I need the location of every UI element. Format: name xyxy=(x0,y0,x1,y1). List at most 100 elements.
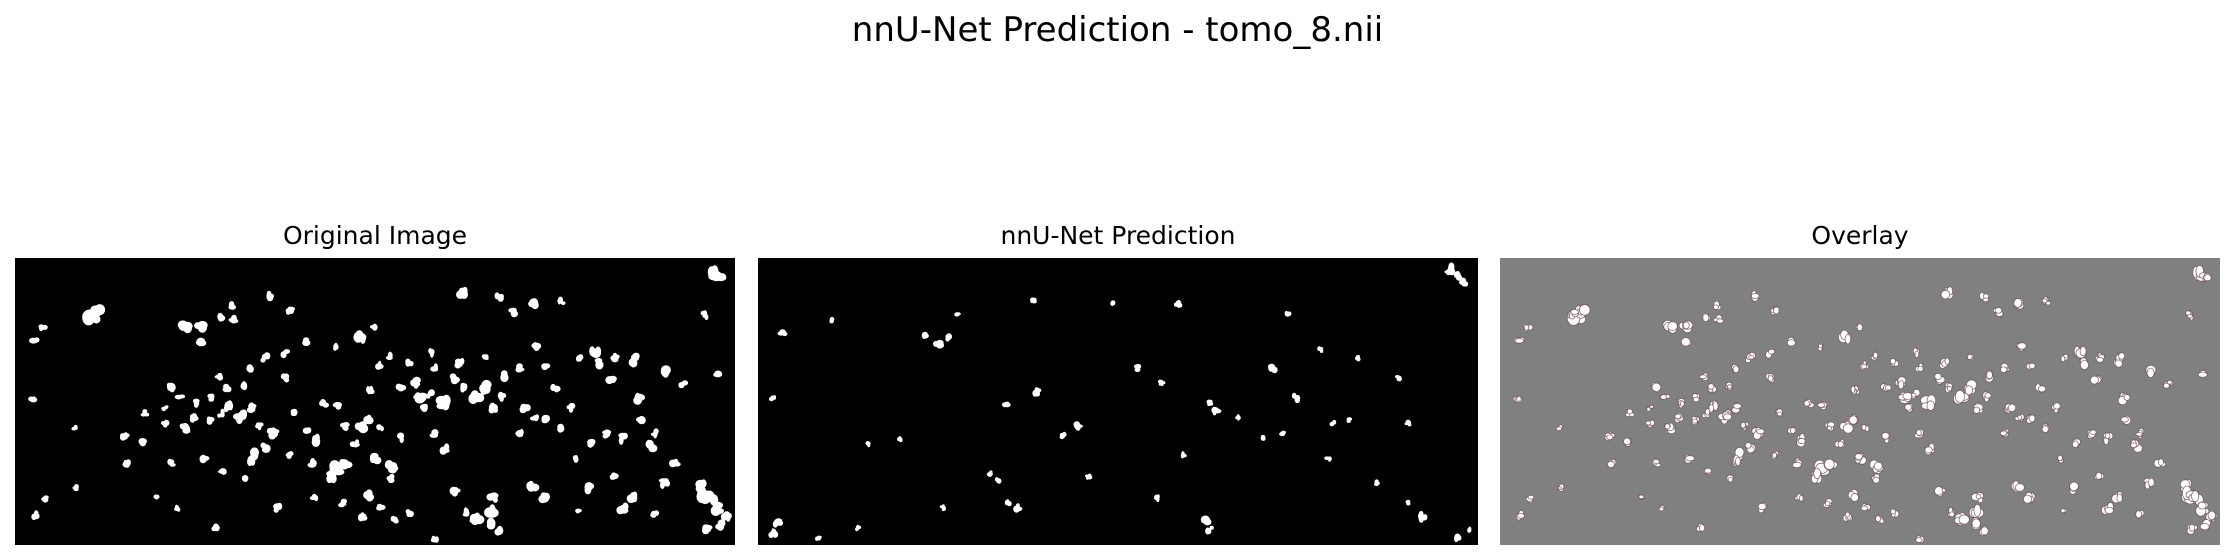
blob xyxy=(2185,309,2194,321)
blob xyxy=(1525,495,1535,504)
blob xyxy=(419,403,428,412)
blob xyxy=(2004,403,2017,414)
blob xyxy=(1860,503,1872,511)
blob xyxy=(2060,353,2069,363)
blob xyxy=(2025,362,2036,371)
blob xyxy=(515,428,524,438)
blob xyxy=(1637,494,1645,500)
blob xyxy=(1708,399,1719,413)
blob xyxy=(626,491,638,503)
blob xyxy=(945,333,952,342)
blob xyxy=(1645,419,1655,428)
blob xyxy=(519,403,531,414)
blob xyxy=(260,352,271,363)
blob xyxy=(1085,473,1093,480)
blob xyxy=(217,408,225,418)
blob xyxy=(1894,376,1907,390)
blob xyxy=(1971,517,1981,531)
blob xyxy=(354,421,369,434)
blob xyxy=(2012,297,2025,310)
blob xyxy=(41,495,49,503)
blob xyxy=(1404,419,1412,427)
blob xyxy=(1860,423,1870,432)
blob xyxy=(2086,428,2097,440)
blob xyxy=(1701,408,1711,419)
blob xyxy=(266,427,280,440)
blob xyxy=(865,441,871,448)
blob xyxy=(529,414,540,422)
blob xyxy=(302,337,311,346)
blob xyxy=(386,473,395,484)
blob xyxy=(161,405,169,412)
blob xyxy=(594,357,604,370)
blob xyxy=(1731,454,1741,467)
blob xyxy=(1803,398,1815,408)
blob xyxy=(939,504,946,512)
blob xyxy=(2101,502,2114,515)
blob xyxy=(1625,408,1635,418)
blob xyxy=(174,504,181,512)
blob xyxy=(160,419,170,428)
blob xyxy=(246,402,257,413)
blob xyxy=(376,424,384,432)
blob xyxy=(349,439,360,448)
blob xyxy=(777,329,788,337)
blob xyxy=(122,459,131,468)
blob xyxy=(338,458,353,470)
blob xyxy=(1374,479,1380,487)
blob xyxy=(1180,451,1187,459)
blob xyxy=(481,354,489,360)
blob xyxy=(363,489,375,502)
blob xyxy=(488,402,498,414)
blob xyxy=(1575,303,1591,316)
blob xyxy=(575,508,582,514)
blob xyxy=(250,447,259,461)
blob xyxy=(2073,345,2087,359)
blob xyxy=(1684,454,1695,464)
blob xyxy=(1745,442,1756,454)
blob xyxy=(1823,458,1838,470)
blob xyxy=(90,304,106,316)
blob xyxy=(1444,267,1451,276)
blob xyxy=(363,414,374,425)
blob xyxy=(217,312,226,322)
blob xyxy=(479,379,492,395)
blob xyxy=(1260,434,1266,441)
image-background xyxy=(15,258,735,545)
blob xyxy=(486,492,499,503)
blob xyxy=(633,392,645,405)
blob xyxy=(1834,438,1846,448)
blob xyxy=(954,312,961,317)
blob xyxy=(366,385,375,395)
blob xyxy=(72,484,79,492)
blob xyxy=(435,394,451,411)
blob xyxy=(1854,452,1867,465)
blob xyxy=(497,391,507,402)
blob xyxy=(38,324,48,332)
blob xyxy=(369,323,378,331)
blob xyxy=(494,525,504,536)
blob xyxy=(1701,312,1711,322)
panel-title-overlay: Overlay xyxy=(1811,221,1909,250)
original-image-canvas xyxy=(15,258,735,545)
blob xyxy=(1731,363,1740,374)
blob xyxy=(375,360,384,370)
blob xyxy=(1875,515,1885,524)
blob xyxy=(1713,300,1722,311)
blob xyxy=(1030,297,1037,304)
blob xyxy=(449,486,461,497)
blob xyxy=(1822,498,1833,508)
blob xyxy=(1001,401,1011,408)
blob xyxy=(460,382,468,393)
blob xyxy=(1174,299,1183,308)
blob xyxy=(358,512,368,522)
blob xyxy=(550,383,561,393)
blob xyxy=(1794,493,1804,502)
blob xyxy=(1953,389,1970,405)
blob xyxy=(199,454,210,464)
blob xyxy=(1725,380,1733,391)
blob xyxy=(1999,428,2010,438)
blob xyxy=(241,475,249,482)
blob xyxy=(921,331,929,339)
blob xyxy=(1268,363,1278,374)
